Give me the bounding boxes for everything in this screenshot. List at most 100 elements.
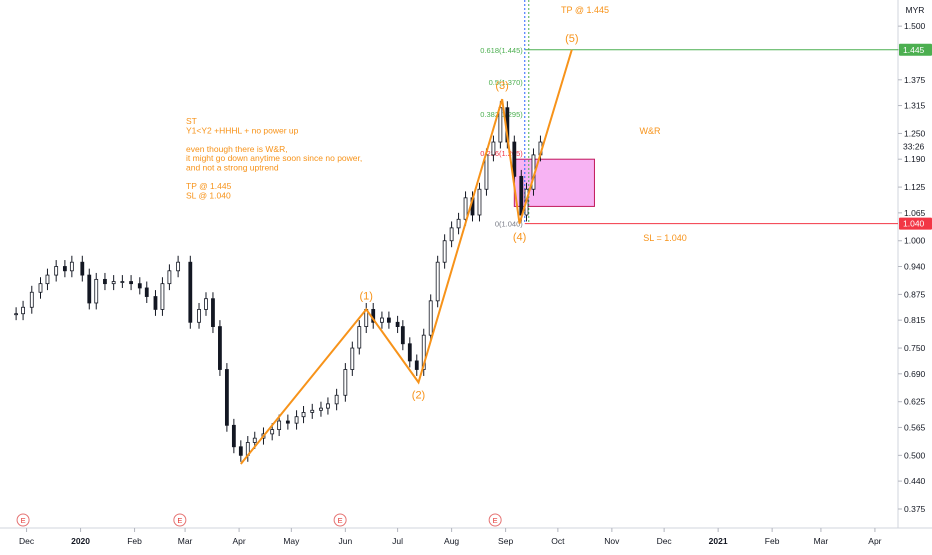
wave-label: (3) xyxy=(495,80,508,92)
candle xyxy=(414,354,419,376)
currency-label: MYR xyxy=(906,5,925,15)
x-tick-label: May xyxy=(283,536,300,546)
y-tick-label: 1.125 xyxy=(904,182,926,192)
tp-label: TP @ 1.445 xyxy=(561,5,609,15)
earnings-marker-label: E xyxy=(177,516,182,525)
candle-body xyxy=(238,446,243,456)
candle xyxy=(343,363,348,402)
candle xyxy=(449,221,454,248)
candle-body xyxy=(188,261,193,323)
x-tick-label: Dec xyxy=(19,536,35,546)
candle xyxy=(176,255,181,278)
candle xyxy=(407,337,412,368)
candle-body xyxy=(80,261,85,276)
candle-body xyxy=(153,296,158,310)
note-line: it might go down anytime soon since no p… xyxy=(186,153,362,163)
candle xyxy=(334,388,339,411)
candle-body xyxy=(218,326,222,370)
candle-body xyxy=(484,154,489,190)
note-line: TP @ 1.445 xyxy=(186,181,232,191)
candle xyxy=(231,418,236,454)
y-tick-label: 1.000 xyxy=(904,236,926,246)
y-tick-label: 0.565 xyxy=(904,422,926,432)
candle-body xyxy=(442,240,447,263)
candle-body xyxy=(386,317,391,323)
candle xyxy=(357,320,362,355)
candle xyxy=(218,320,222,376)
x-tick-label: Mar xyxy=(178,536,193,546)
candle xyxy=(301,405,306,424)
candle-body xyxy=(62,266,67,272)
y-tick-label: 0.500 xyxy=(904,450,926,460)
earnings-marker xyxy=(488,513,502,527)
y-tick-label: 0.375 xyxy=(904,504,926,514)
candle-body xyxy=(137,283,142,289)
earnings-marker xyxy=(16,513,30,527)
candle xyxy=(54,260,59,282)
candle-body xyxy=(211,298,215,327)
candle xyxy=(80,255,85,282)
candle xyxy=(160,277,165,316)
x-tick-label: 2021 xyxy=(709,536,728,546)
candle-body xyxy=(319,407,323,411)
candle-body xyxy=(197,309,201,323)
fib-level-label: 0.5(1.370) xyxy=(489,78,524,87)
fib-level-label: 0.236(1.205) xyxy=(480,149,523,158)
candle-body xyxy=(14,313,19,316)
candle-body xyxy=(29,291,34,308)
candle-body xyxy=(231,424,236,448)
candle xyxy=(380,311,384,329)
candle xyxy=(94,272,99,310)
candle xyxy=(188,255,193,329)
candle xyxy=(310,403,315,419)
candle xyxy=(87,268,92,310)
candle-body xyxy=(343,369,348,396)
candle xyxy=(129,275,133,291)
candle xyxy=(38,277,43,299)
x-tick-label: 2020 xyxy=(71,536,90,546)
candle-body xyxy=(176,261,181,272)
candle xyxy=(395,315,400,334)
y-tick-label: 0.875 xyxy=(904,289,926,299)
elliott-wave-line xyxy=(240,49,573,465)
candle xyxy=(386,311,391,329)
candle-body xyxy=(277,420,282,430)
candle xyxy=(103,272,107,291)
y-tick-label: 1.315 xyxy=(904,101,926,111)
candle-body xyxy=(414,360,419,370)
price-tag-label: 1.040 xyxy=(903,219,925,229)
x-tick-label: Oct xyxy=(551,536,565,546)
candle-body xyxy=(160,283,165,310)
x-tick-label: Feb xyxy=(127,536,142,546)
note-line: SL @ 1.040 xyxy=(186,190,231,200)
x-tick-label: Apr xyxy=(232,536,245,546)
candle-body xyxy=(350,347,355,370)
x-tick-label: Apr xyxy=(868,536,881,546)
candle-body xyxy=(224,369,229,426)
candle-body xyxy=(512,141,517,177)
candle-body xyxy=(103,278,107,285)
candle xyxy=(111,275,116,291)
candle-body xyxy=(252,437,257,443)
x-tick-label: Jul xyxy=(392,536,403,546)
candle-body xyxy=(498,107,503,143)
candle xyxy=(350,341,355,376)
fib-level-label: 0.618(1.445) xyxy=(480,46,523,55)
candle xyxy=(144,281,149,303)
y-tick-label: 0.690 xyxy=(904,369,926,379)
candle-body xyxy=(310,409,315,413)
candle-body xyxy=(144,287,149,297)
candle xyxy=(153,290,158,316)
candle xyxy=(319,401,323,417)
y-tick-label: 1.190 xyxy=(904,154,926,164)
wave-label: (2) xyxy=(412,389,425,401)
candle xyxy=(167,264,172,291)
candle-body xyxy=(326,403,330,409)
x-tick-label: Dec xyxy=(657,536,673,546)
candle xyxy=(442,234,447,269)
candle xyxy=(69,255,74,278)
candle xyxy=(238,440,243,462)
